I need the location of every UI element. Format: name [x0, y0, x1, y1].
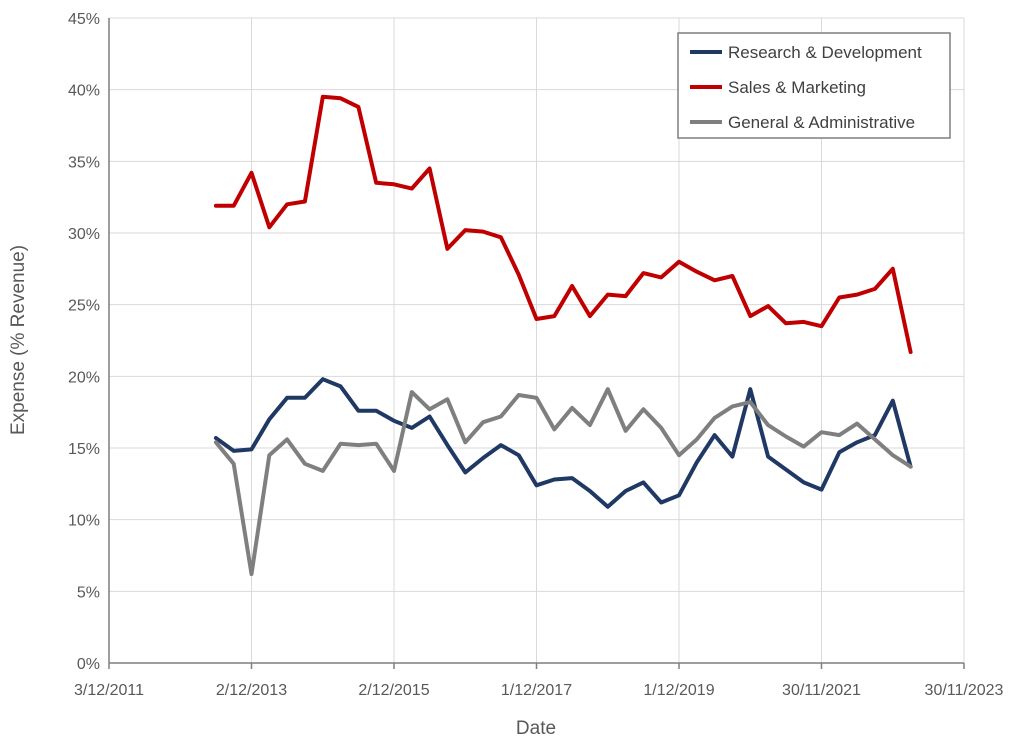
y-tick-label: 15% [68, 441, 100, 458]
y-tick-label: 20% [68, 369, 100, 386]
x-tick-label: 30/11/2021 [782, 682, 861, 699]
y-tick-label: 0% [77, 656, 100, 673]
legend: Research & Development Sales & Marketing G… [677, 32, 951, 139]
x-tick-label: 2/12/2013 [216, 682, 287, 699]
y-tick-label: 5% [77, 584, 100, 601]
x-tick-labels: 3/12/2011 2/12/2013 2/12/2015 1/12/2017 1/12… [74, 682, 1004, 699]
series-line-general-administrative [213, 387, 913, 577]
y-tick-label: 10% [68, 513, 100, 530]
x-axis-title: Date [516, 718, 556, 739]
series-lines [213, 94, 913, 577]
series-line-research-development [213, 377, 913, 509]
y-tick-label: 30% [68, 226, 100, 243]
y-tick-label: 35% [68, 154, 100, 171]
legend-box [677, 32, 951, 139]
series-line-sales-marketing [213, 94, 913, 354]
y-tick-labels: 0% 5% 10% 15% 20% 25% 30% 35% 40% 45% [68, 11, 100, 673]
x-tick-label: 30/11/2023 [925, 682, 1004, 699]
x-tick-label: 3/12/2011 [74, 682, 144, 699]
y-tick-label: 25% [68, 298, 100, 315]
legend-label-general-administrative: General & Administrative [728, 113, 915, 132]
y-tick-label: 45% [68, 11, 100, 28]
x-tick-label: 2/12/2015 [358, 682, 429, 699]
x-tick-label: 1/12/2017 [501, 682, 572, 699]
legend-label-sales-marketing: Sales & Marketing [728, 78, 866, 97]
y-tick-label: 40% [68, 83, 100, 100]
legend-label-research-development: Research & Development [728, 43, 922, 62]
x-tick-label: 1/12/2019 [643, 682, 714, 699]
axes [108, 18, 965, 669]
y-axis-title: Expense (% Revenue) [8, 245, 29, 435]
